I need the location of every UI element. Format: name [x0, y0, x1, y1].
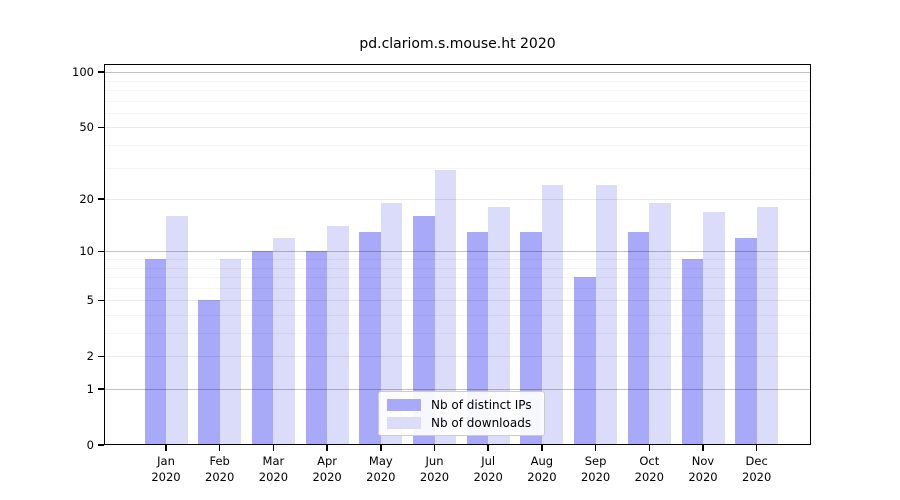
x-tick-label-may: May 2020 — [366, 454, 396, 484]
x-tick-nov — [702, 445, 704, 451]
y-tick-label-0: 0 — [86, 438, 94, 452]
minor-gridline — [104, 100, 811, 102]
bar-downloads-jul — [488, 207, 510, 445]
bar-distinct-ips-jun — [413, 216, 435, 445]
y-tick-label-50: 50 — [79, 120, 94, 135]
gridline-50 — [104, 127, 811, 129]
chart-title: pd.clariom.s.mouse.ht 2020 — [359, 36, 556, 52]
bar-downloads-aug — [541, 184, 564, 445]
x-tick-label-nov: Nov 2020 — [688, 454, 718, 484]
gridline-20 — [104, 199, 811, 201]
x-tick-label-apr: Apr 2020 — [312, 454, 342, 484]
gridline-1 — [104, 389, 811, 390]
y-tick-5 — [98, 299, 104, 301]
y-tick-2 — [98, 355, 104, 357]
gridline-2 — [104, 356, 811, 358]
y-tick-100 — [98, 71, 104, 73]
minor-gridline — [104, 167, 811, 169]
x-tick-jun — [433, 445, 436, 451]
bar-distinct-ips-feb — [198, 300, 220, 445]
x-tick-sep — [594, 445, 597, 451]
x-tick-feb — [218, 445, 221, 451]
x-tick-dec — [755, 445, 758, 451]
y-tick-label-20: 20 — [79, 192, 94, 207]
minor-gridline — [104, 145, 811, 147]
bar-downloads-mar — [273, 237, 295, 445]
x-tick-may — [380, 445, 382, 451]
x-tick-label-oct: Oct 2020 — [634, 454, 664, 484]
plot-area — [104, 64, 811, 445]
legend-label-distinct-ips: Nb of distinct IPs — [431, 398, 532, 412]
y-tick-20 — [98, 198, 104, 200]
x-tick-mar — [272, 445, 275, 451]
y-tick-1 — [98, 388, 104, 390]
y-tick-10 — [98, 250, 104, 253]
minor-gridline — [104, 314, 811, 316]
bar-downloads-apr — [327, 226, 349, 445]
x-tick-label-dec: Dec 2020 — [742, 454, 772, 484]
bar-distinct-ips-jan — [144, 259, 166, 445]
minor-gridline — [104, 333, 811, 335]
minor-gridline — [104, 90, 811, 92]
bar-downloads-sep — [595, 184, 618, 445]
x-tick-label-feb: Feb 2020 — [205, 454, 235, 484]
bar-downloads-feb — [219, 259, 242, 445]
x-tick-label-jan: Jan 2020 — [151, 454, 181, 484]
y-tick-label-10: 10 — [79, 244, 94, 259]
x-tick-oct — [648, 445, 651, 451]
x-tick-label-jul: Jul 2020 — [473, 454, 503, 484]
x-tick-jan — [165, 445, 167, 451]
bar-downloads-jan — [166, 216, 188, 445]
minor-gridline — [104, 267, 811, 269]
x-tick-apr — [326, 445, 328, 451]
bar-downloads-jun — [434, 170, 456, 445]
y-tick-label-1: 1 — [86, 382, 94, 396]
x-tick-aug — [541, 445, 543, 451]
x-tick-label-mar: Mar 2020 — [258, 454, 289, 484]
minor-gridline — [104, 112, 811, 114]
bar-distinct-ips-apr — [305, 251, 328, 445]
legend-label-downloads: Nb of downloads — [431, 416, 532, 430]
minor-gridline — [104, 259, 811, 260]
bar-distinct-ips-nov — [681, 259, 703, 445]
legend-swatch-distinct-ips — [387, 399, 421, 411]
legend-item-downloads: Nb of downloads — [387, 414, 544, 432]
legend-item-distinct-ips: Nb of distinct IPs — [387, 396, 544, 414]
y-tick-label-2: 2 — [86, 349, 94, 364]
bar-distinct-ips-may — [359, 231, 381, 445]
gridline-10 — [104, 251, 811, 253]
x-tick-label-jun: Jun 2020 — [419, 454, 450, 484]
bar-downloads-nov — [703, 211, 725, 445]
y-tick-50 — [98, 126, 104, 129]
bar-downloads-may — [380, 203, 403, 445]
x-tick-label-aug: Aug 2020 — [527, 454, 557, 484]
x-tick-jul — [487, 445, 489, 451]
y-tick-label-5: 5 — [86, 293, 94, 308]
legend-swatch-downloads — [387, 417, 421, 429]
bar-downloads-oct — [649, 203, 671, 445]
y-tick-label-100: 100 — [72, 65, 94, 80]
minor-gridline — [104, 277, 811, 279]
minor-gridline — [104, 80, 811, 82]
gridline-5 — [104, 300, 811, 302]
bar-distinct-ips-oct — [627, 231, 650, 445]
gridline-100 — [104, 72, 811, 74]
legend: Nb of distinct IPs Nb of downloads — [378, 391, 545, 436]
y-tick-0 — [98, 444, 104, 446]
bar-distinct-ips-mar — [251, 251, 274, 445]
bar-distinct-ips-sep — [574, 277, 596, 445]
minor-gridline — [104, 287, 811, 289]
bar-downloads-dec — [756, 207, 779, 445]
x-tick-label-sep: Sep 2020 — [580, 454, 611, 484]
bar-distinct-ips-dec — [735, 237, 757, 445]
